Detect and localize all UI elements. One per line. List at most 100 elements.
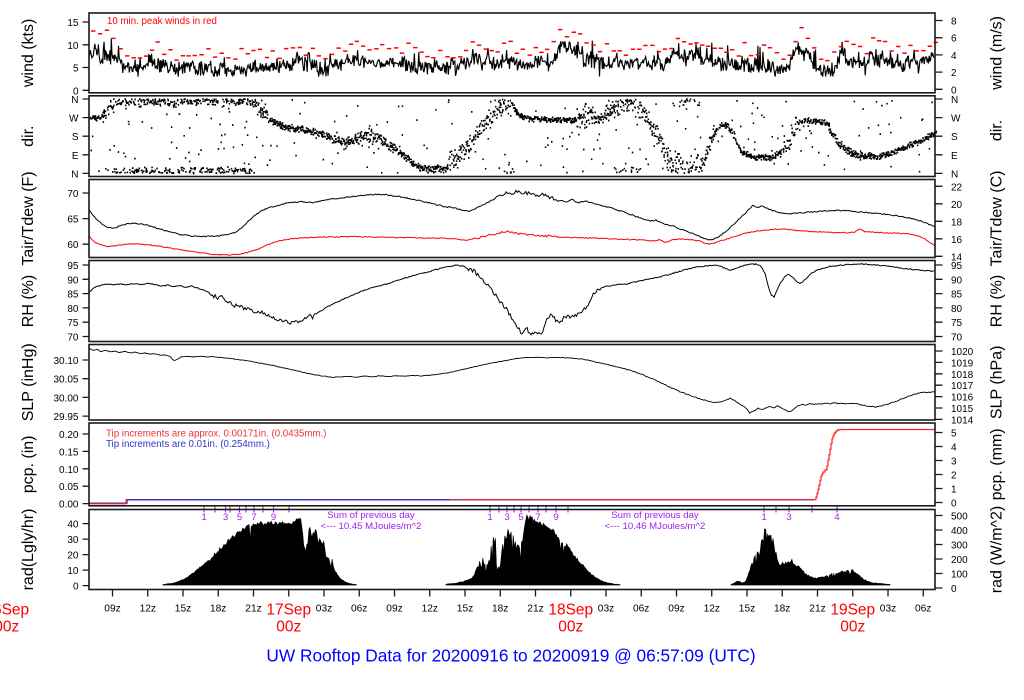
svg-text:70: 70 xyxy=(67,189,79,200)
svg-text:1: 1 xyxy=(951,485,957,496)
svg-text:0.10: 0.10 xyxy=(59,465,79,476)
svg-text:SLP (hPa): SLP (hPa) xyxy=(989,346,1006,420)
svg-text:E: E xyxy=(951,151,958,162)
svg-text:500: 500 xyxy=(951,512,968,523)
svg-text:9: 9 xyxy=(553,512,558,523)
svg-text:06z: 06z xyxy=(633,604,649,615)
svg-text:15z: 15z xyxy=(739,604,755,615)
svg-text:7: 7 xyxy=(251,512,256,523)
svg-text:400: 400 xyxy=(951,526,968,537)
svg-text:29.95: 29.95 xyxy=(53,412,78,423)
svg-text:12z: 12z xyxy=(422,604,438,615)
svg-text:03z: 03z xyxy=(598,604,614,615)
svg-text:6: 6 xyxy=(951,34,957,45)
svg-text:09z: 09z xyxy=(386,604,402,615)
svg-text:1: 1 xyxy=(487,512,492,523)
svg-text:Sum of previous day: Sum of previous day xyxy=(611,510,699,521)
svg-text:09z: 09z xyxy=(668,604,684,615)
svg-text:3: 3 xyxy=(504,512,509,523)
svg-text:wind (kts): wind (kts) xyxy=(20,19,37,88)
svg-text:UW Rooftop Data for 20200916: UW Rooftop Data for 20200916 to 20200919… xyxy=(266,646,755,666)
svg-text:18Sep: 18Sep xyxy=(548,602,593,619)
svg-text:1015: 1015 xyxy=(951,404,974,415)
svg-text:19Sep: 19Sep xyxy=(830,602,875,619)
svg-text:12z: 12z xyxy=(704,604,720,615)
svg-text:21z: 21z xyxy=(809,604,825,615)
svg-text:85: 85 xyxy=(67,290,79,301)
svg-text:0: 0 xyxy=(73,582,79,593)
svg-text:22: 22 xyxy=(951,182,963,193)
svg-text:pcp. (mm): pcp. (mm) xyxy=(989,428,1006,500)
svg-text:wind (m/s): wind (m/s) xyxy=(989,16,1006,91)
svg-text:Tip increments are 0.01in. (0.: Tip increments are 0.01in. (0.254mm.) xyxy=(106,439,270,450)
svg-text:70: 70 xyxy=(951,333,963,344)
svg-text:1014: 1014 xyxy=(951,415,974,426)
svg-text:RH (%): RH (%) xyxy=(20,275,37,327)
svg-text:17Sep: 17Sep xyxy=(266,602,311,619)
svg-text:7: 7 xyxy=(535,512,540,523)
svg-text:N: N xyxy=(71,169,78,180)
svg-text:15z: 15z xyxy=(175,604,191,615)
svg-text:18: 18 xyxy=(951,217,963,228)
svg-text:00z: 00z xyxy=(276,619,301,636)
svg-text:dir.: dir. xyxy=(989,120,1006,141)
svg-text:20: 20 xyxy=(951,200,963,211)
svg-text:rad(Lgly/hr): rad(Lgly/hr) xyxy=(20,509,37,591)
svg-text:18z: 18z xyxy=(492,604,508,615)
svg-text:RH (%): RH (%) xyxy=(989,275,1006,327)
svg-text:16Sep: 16Sep xyxy=(0,602,29,619)
svg-text:70: 70 xyxy=(67,333,79,344)
svg-text:15: 15 xyxy=(67,18,79,29)
svg-text:85: 85 xyxy=(951,290,963,301)
svg-text:E: E xyxy=(72,151,79,162)
svg-text:W: W xyxy=(951,114,961,125)
svg-text:03z: 03z xyxy=(316,604,332,615)
svg-text:Tip increments are approx. 0.0: Tip increments are approx. 0.00171in. (0… xyxy=(106,428,326,439)
svg-text:10: 10 xyxy=(67,566,79,577)
svg-text:4: 4 xyxy=(834,512,840,523)
svg-text:2: 2 xyxy=(951,471,957,482)
svg-text:<--- 10.46 MJoules/m^2: <--- 10.46 MJoules/m^2 xyxy=(605,521,706,532)
svg-text:1019: 1019 xyxy=(951,358,974,369)
svg-text:30.00: 30.00 xyxy=(53,393,78,404)
svg-text:0.15: 0.15 xyxy=(59,447,79,458)
svg-text:10: 10 xyxy=(67,41,79,52)
svg-text:5: 5 xyxy=(73,64,79,75)
svg-text:60: 60 xyxy=(67,240,79,251)
svg-text:W: W xyxy=(69,114,79,125)
svg-text:30.05: 30.05 xyxy=(53,375,78,386)
svg-text:12z: 12z xyxy=(140,604,156,615)
svg-text:100: 100 xyxy=(951,570,968,581)
svg-text:4: 4 xyxy=(951,51,957,62)
svg-text:75: 75 xyxy=(67,318,79,329)
svg-text:0: 0 xyxy=(951,499,957,510)
svg-text:3: 3 xyxy=(223,512,228,523)
svg-text:0.20: 0.20 xyxy=(59,430,79,441)
svg-text:5: 5 xyxy=(237,512,242,523)
svg-text:1016: 1016 xyxy=(951,393,974,404)
svg-text:5: 5 xyxy=(951,429,957,440)
svg-text:dir.: dir. xyxy=(20,126,37,147)
svg-text:4: 4 xyxy=(951,443,957,454)
svg-text:18z: 18z xyxy=(210,604,226,615)
svg-text:S: S xyxy=(951,132,958,143)
svg-text:S: S xyxy=(72,132,79,143)
svg-text:2: 2 xyxy=(951,68,957,79)
svg-text:SLP (inHg): SLP (inHg) xyxy=(20,343,37,421)
svg-text:95: 95 xyxy=(951,261,963,272)
svg-text:16: 16 xyxy=(951,235,963,246)
svg-text:300: 300 xyxy=(951,541,968,552)
svg-text:65: 65 xyxy=(67,215,79,226)
svg-text:80: 80 xyxy=(67,304,79,315)
svg-text:90: 90 xyxy=(951,275,963,286)
svg-text:09z: 09z xyxy=(104,604,120,615)
svg-text:03z: 03z xyxy=(880,604,896,615)
svg-text:0: 0 xyxy=(951,584,957,595)
svg-text:5: 5 xyxy=(518,512,523,523)
svg-text:40: 40 xyxy=(67,520,79,531)
svg-text:20: 20 xyxy=(67,551,79,562)
svg-text:Tair/Tdew (F): Tair/Tdew (F) xyxy=(20,171,37,265)
svg-text:00z: 00z xyxy=(558,619,583,636)
svg-text:N: N xyxy=(951,95,958,106)
svg-text:21z: 21z xyxy=(527,604,543,615)
